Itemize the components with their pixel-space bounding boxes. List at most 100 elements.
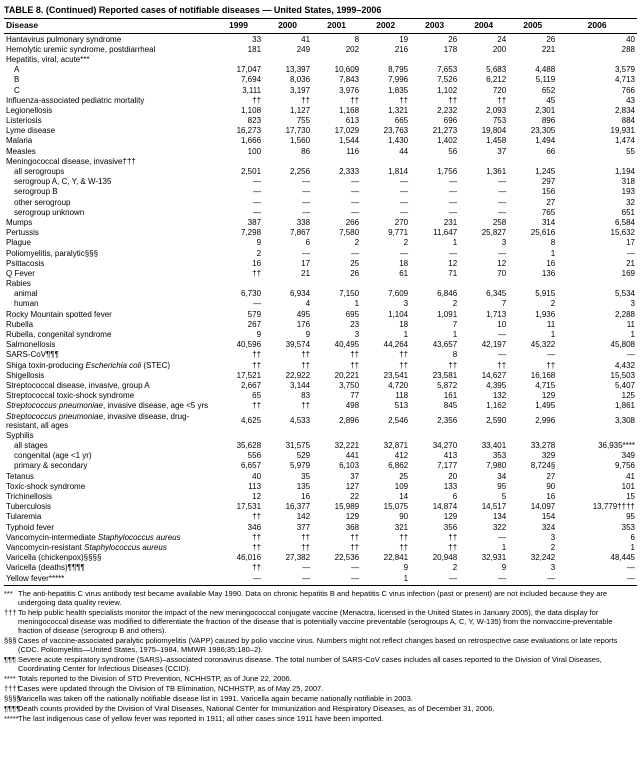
data-cell: 6,934 bbox=[263, 289, 312, 299]
data-cell: 127 bbox=[312, 481, 361, 491]
data-cell: 41 bbox=[263, 34, 312, 45]
data-cell: 1 bbox=[508, 330, 557, 340]
data-cell: †† bbox=[214, 350, 263, 360]
data-cell: — bbox=[410, 187, 459, 197]
data-cell: 113 bbox=[214, 481, 263, 491]
data-cell bbox=[508, 156, 557, 166]
data-cell: 377 bbox=[263, 522, 312, 532]
data-cell: 4,432 bbox=[557, 360, 637, 370]
table-row: Varicella (chickenpox)§§§§46,01627,38222… bbox=[4, 553, 637, 563]
data-cell: 70 bbox=[459, 268, 508, 278]
data-cell bbox=[361, 156, 410, 166]
data-cell: 2 bbox=[361, 238, 410, 248]
col-year: 2004 bbox=[459, 19, 508, 33]
data-cell: 6,862 bbox=[361, 461, 410, 471]
data-cell: †† bbox=[508, 360, 557, 370]
data-cell: 7,609 bbox=[361, 289, 410, 299]
footnote-mark: §§§ bbox=[4, 636, 18, 645]
data-cell: 134 bbox=[459, 512, 508, 522]
data-cell: 5,119 bbox=[508, 75, 557, 85]
data-cell: 4,488 bbox=[508, 65, 557, 75]
table-row: Meningococcal disease, invasive††† bbox=[4, 156, 637, 166]
disease-label: SARS-CoV¶¶¶ bbox=[4, 350, 214, 360]
data-cell: — bbox=[557, 350, 637, 360]
data-cell: 4,395 bbox=[459, 380, 508, 390]
data-cell: 12 bbox=[410, 258, 459, 268]
data-cell: 884 bbox=[557, 116, 637, 126]
data-cell: 13,779†††† bbox=[557, 502, 637, 512]
data-cell: — bbox=[459, 248, 508, 258]
data-cell: 1,713 bbox=[459, 309, 508, 319]
data-cell: 40,596 bbox=[214, 340, 263, 350]
data-cell: 43,657 bbox=[410, 340, 459, 350]
disease-label: Q Fever bbox=[4, 268, 214, 278]
data-cell: 823 bbox=[214, 116, 263, 126]
data-cell: 11,647 bbox=[410, 228, 459, 238]
disease-label: congenital (age <1 yr) bbox=[4, 451, 214, 461]
data-cell: 22,922 bbox=[263, 370, 312, 380]
data-cell: 35,628 bbox=[214, 441, 263, 451]
footnote: †††To help public health specialists mon… bbox=[4, 608, 637, 635]
col-disease: Disease bbox=[4, 19, 214, 33]
table-row: Streptococcus pneumoniae, invasive disea… bbox=[4, 401, 637, 411]
data-cell: 1,814 bbox=[361, 167, 410, 177]
data-cell: — bbox=[263, 207, 312, 217]
data-cell: 34 bbox=[459, 471, 508, 481]
data-cell: 34,270 bbox=[410, 441, 459, 451]
data-cell: 3 bbox=[312, 330, 361, 340]
disease-label: Rubella bbox=[4, 319, 214, 329]
data-cell: 133 bbox=[410, 481, 459, 491]
data-cell: †† bbox=[214, 401, 263, 411]
data-cell: 55 bbox=[557, 146, 637, 156]
data-cell: 2,667 bbox=[214, 380, 263, 390]
data-cell: 116 bbox=[312, 146, 361, 156]
data-cell: — bbox=[263, 197, 312, 207]
data-cell: — bbox=[557, 563, 637, 573]
data-cell: — bbox=[508, 350, 557, 360]
disease-label: Listeriosis bbox=[4, 116, 214, 126]
data-cell: 7,996 bbox=[361, 75, 410, 85]
data-cell: 33,278 bbox=[508, 441, 557, 451]
data-cell: 1 bbox=[508, 248, 557, 258]
data-cell: 10 bbox=[459, 319, 508, 329]
data-cell: — bbox=[557, 573, 637, 585]
data-cell: 11 bbox=[557, 319, 637, 329]
footnote: §§§Cases of vaccine-associated paralytic… bbox=[4, 636, 637, 654]
data-cell: 6,846 bbox=[410, 289, 459, 299]
data-cell: 36,935**** bbox=[557, 441, 637, 451]
data-cell: †† bbox=[263, 95, 312, 105]
data-cell: 27 bbox=[508, 471, 557, 481]
data-cell: 4,533 bbox=[263, 411, 312, 430]
table-row: Yellow fever*****———1———— bbox=[4, 573, 637, 585]
footnotes: ***The anti-hepatitis C virus antibody t… bbox=[4, 586, 637, 727]
disease-label: Psittacosis bbox=[4, 258, 214, 268]
data-cell: †† bbox=[214, 360, 263, 370]
data-cell: 8,036 bbox=[263, 75, 312, 85]
data-cell: 9 bbox=[361, 563, 410, 573]
data-cell: 26 bbox=[410, 34, 459, 45]
data-cell: 3,579 bbox=[557, 65, 637, 75]
data-cell: †† bbox=[214, 542, 263, 552]
data-cell: 16 bbox=[263, 492, 312, 502]
disease-label: Yellow fever***** bbox=[4, 573, 214, 585]
data-cell: 41 bbox=[557, 471, 637, 481]
data-cell: 83 bbox=[263, 391, 312, 401]
data-cell: 441 bbox=[312, 451, 361, 461]
table-row: Rabies bbox=[4, 279, 637, 289]
data-cell: 21,273 bbox=[410, 126, 459, 136]
data-cell: 37 bbox=[312, 471, 361, 481]
table-row: Measles100861164456376655 bbox=[4, 146, 637, 156]
data-cell: — bbox=[312, 563, 361, 573]
data-cell: 1,091 bbox=[410, 309, 459, 319]
data-cell: 22,841 bbox=[361, 553, 410, 563]
data-cell: — bbox=[459, 187, 508, 197]
data-cell: 22,536 bbox=[312, 553, 361, 563]
data-cell bbox=[214, 279, 263, 289]
table-row: primary & secondary6,6575,9796,1036,8627… bbox=[4, 461, 637, 471]
data-cell: 266 bbox=[312, 217, 361, 227]
data-cell: 4,625 bbox=[214, 411, 263, 430]
data-cell: — bbox=[361, 197, 410, 207]
data-cell: 18 bbox=[361, 258, 410, 268]
data-cell: 3 bbox=[557, 299, 637, 309]
data-cell: 46,016 bbox=[214, 553, 263, 563]
